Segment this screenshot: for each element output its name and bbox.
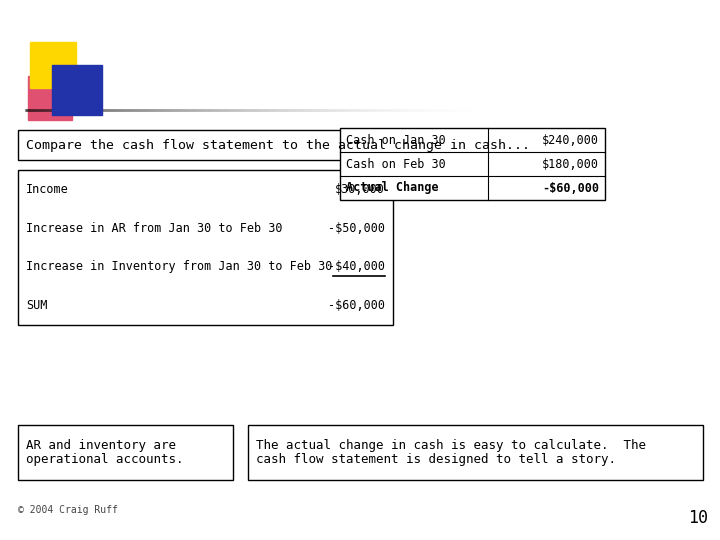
Text: Cash on Feb 30: Cash on Feb 30 (346, 158, 446, 171)
Text: Income: Income (26, 183, 68, 196)
FancyBboxPatch shape (248, 425, 703, 480)
Text: Compare the cash flow statement to the actual change in cash...: Compare the cash flow statement to the a… (26, 138, 530, 152)
FancyBboxPatch shape (18, 170, 393, 325)
Text: Increase in Inventory from Jan 30 to Feb 30: Increase in Inventory from Jan 30 to Feb… (26, 260, 333, 273)
Text: Increase in AR from Jan 30 to Feb 30: Increase in AR from Jan 30 to Feb 30 (26, 221, 282, 234)
Text: -$40,000: -$40,000 (328, 260, 385, 273)
Text: -$50,000: -$50,000 (328, 221, 385, 234)
Text: SUM: SUM (26, 299, 48, 312)
Text: -$60,000: -$60,000 (328, 299, 385, 312)
Text: 10: 10 (688, 509, 708, 527)
Bar (52, 65, 102, 115)
FancyBboxPatch shape (340, 128, 605, 200)
Text: AR and inventory are
operational accounts.: AR and inventory are operational account… (26, 438, 184, 467)
Bar (28, 76, 72, 120)
Text: Cash on Jan 30: Cash on Jan 30 (346, 133, 446, 146)
Text: $180,000: $180,000 (542, 158, 599, 171)
Text: Actual Change: Actual Change (346, 181, 438, 194)
Text: The actual change in cash is easy to calculate.  The
cash flow statement is desi: The actual change in cash is easy to cal… (256, 438, 646, 467)
Bar (30, 42, 76, 88)
Text: -$60,000: -$60,000 (542, 181, 599, 194)
FancyBboxPatch shape (18, 130, 563, 160)
Text: $30,000: $30,000 (335, 183, 385, 196)
FancyBboxPatch shape (18, 425, 233, 480)
Text: $240,000: $240,000 (542, 133, 599, 146)
Text: © 2004 Craig Ruff: © 2004 Craig Ruff (18, 505, 118, 515)
